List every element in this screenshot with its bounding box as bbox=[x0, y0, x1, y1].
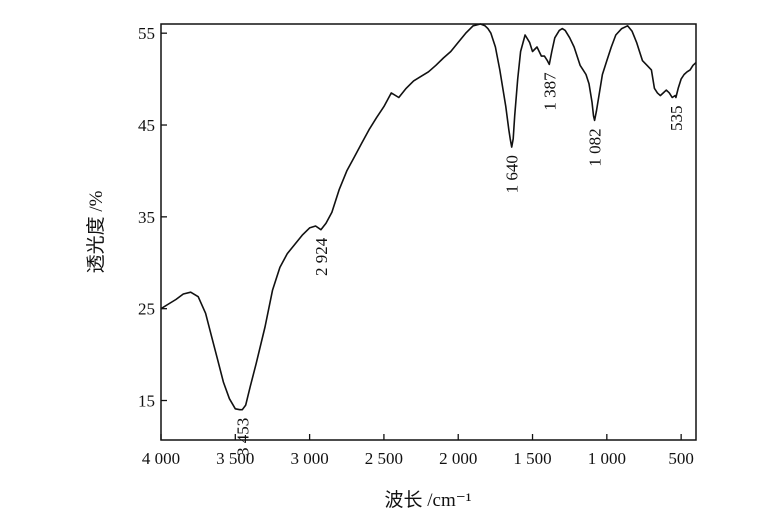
peak-label: 1 387 bbox=[540, 72, 559, 111]
y-axis-ticks: 15 25 35 45 55 bbox=[138, 24, 167, 411]
y-tick-label: 15 bbox=[138, 392, 155, 411]
spectrum-line bbox=[160, 23, 697, 411]
x-tick-label: 4 000 bbox=[142, 449, 180, 468]
peak-label: 1 082 bbox=[586, 128, 605, 166]
x-axis-ticks: 4 000 3 500 3 000 2 500 2 000 1 500 1 000 500 bbox=[142, 434, 694, 468]
x-tick-label: 500 bbox=[668, 449, 694, 468]
x-tick-label: 2 500 bbox=[365, 449, 403, 468]
x-axis-title: 波长 /cm⁻¹ bbox=[385, 489, 472, 511]
y-tick-label: 25 bbox=[138, 300, 155, 319]
x-tick-label: 3 000 bbox=[290, 449, 328, 468]
peak-label: 535 bbox=[667, 106, 686, 132]
y-tick-label: 55 bbox=[138, 24, 155, 43]
peak-label: 3 453 bbox=[233, 418, 252, 456]
x-tick-label: 1 500 bbox=[513, 449, 551, 468]
y-axis-title: 透光度 /% bbox=[85, 190, 107, 273]
y-tick-label: 45 bbox=[138, 116, 155, 135]
peak-labels: 3 453 2 924 1 640 1 387 1 082 535 bbox=[233, 72, 686, 456]
x-tick-label: 3 500 bbox=[216, 449, 254, 468]
peak-label: 1 640 bbox=[503, 155, 522, 193]
plot-frame bbox=[160, 23, 697, 441]
peak-label: 2 924 bbox=[312, 237, 331, 276]
y-tick-label: 35 bbox=[138, 208, 155, 227]
x-tick-label: 2 000 bbox=[439, 449, 477, 468]
x-tick-label: 1 000 bbox=[588, 449, 626, 468]
